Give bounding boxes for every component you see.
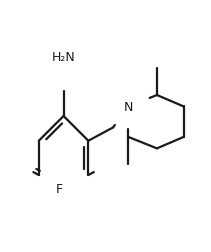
Text: N: N bbox=[124, 101, 133, 113]
Text: F: F bbox=[55, 182, 63, 195]
Text: H₂N: H₂N bbox=[52, 50, 76, 63]
